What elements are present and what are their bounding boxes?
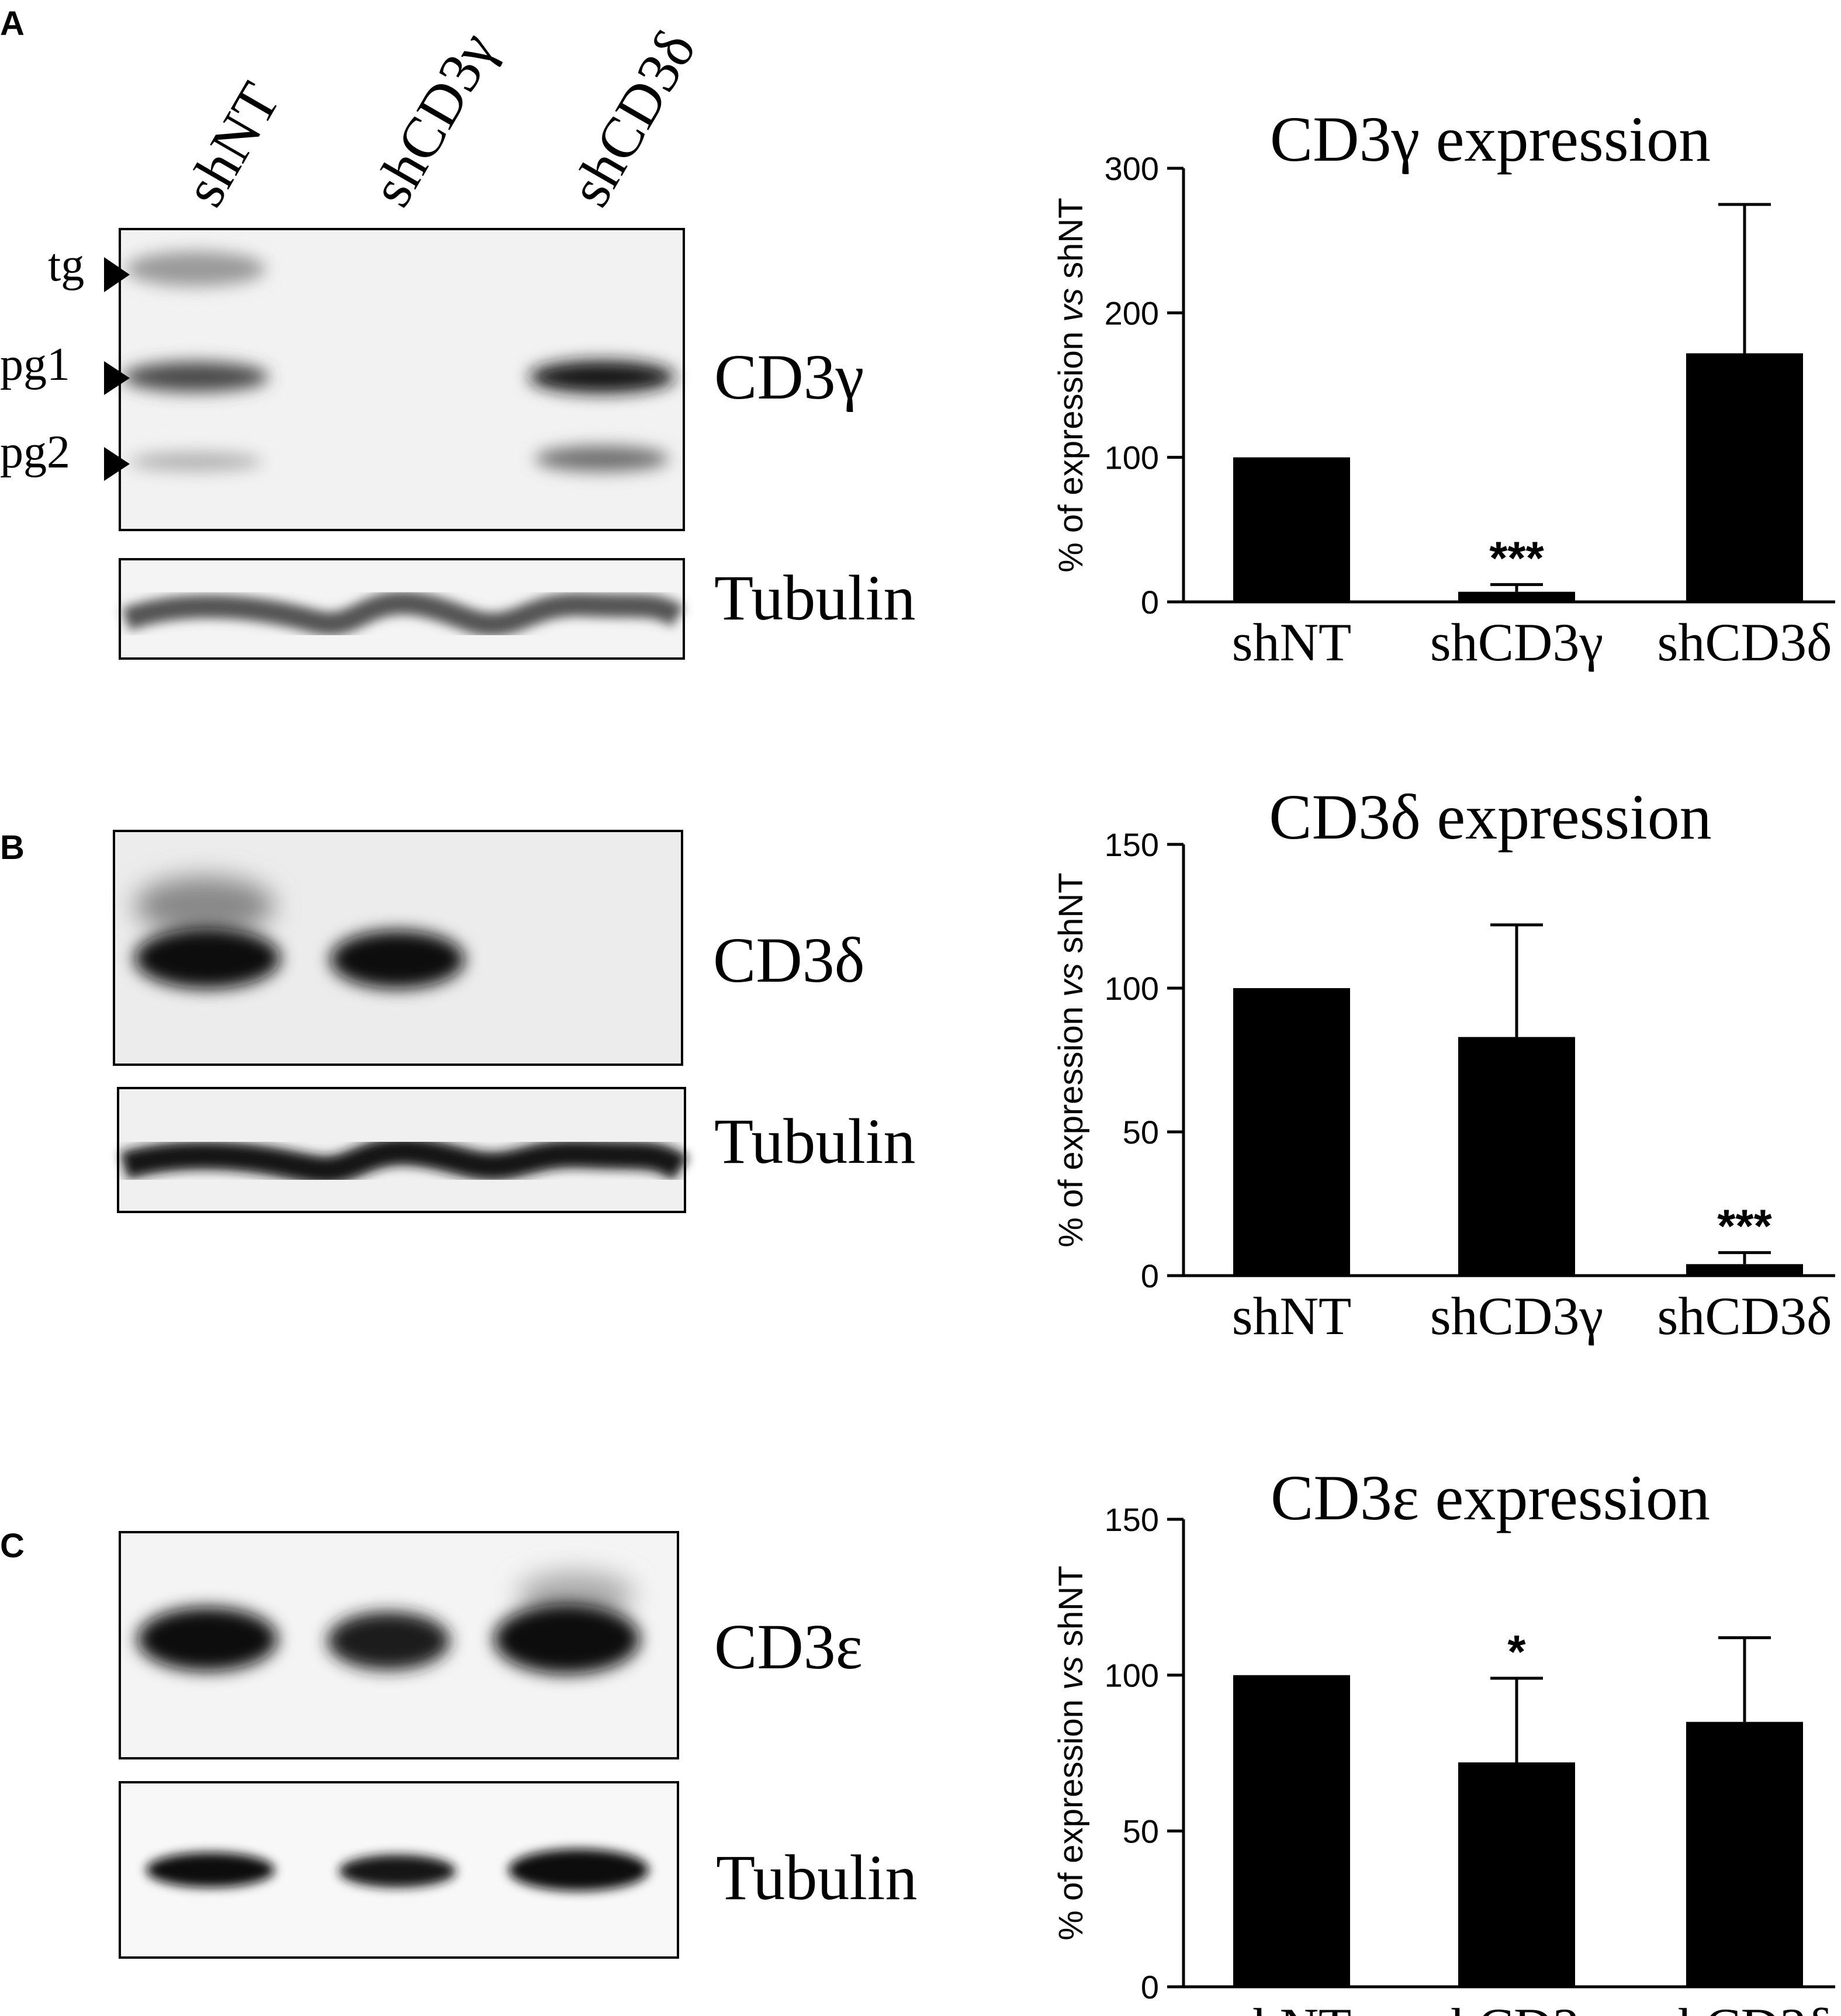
band-markers: tg pg1 pg2 [0,240,130,481]
arrow-marker-icon [104,257,130,292]
band-a-pg1-lane1 [123,362,269,392]
chart-1-significance-2: *** [1717,1200,1772,1252]
chart-0-category-label-2: shCD3δ [1657,612,1832,672]
chart-0-y-tick-label-1: 100 [1105,439,1159,476]
chart-2-category-label-0: shNT [1232,1997,1351,2016]
chart-1-category-label-1: shCD3γ [1430,1286,1603,1346]
chart-1-y-tick-label-2: 100 [1105,970,1159,1007]
blot-a-main [119,228,685,531]
chart-2-y-tick-label-2: 100 [1105,1657,1159,1694]
chart-2-y-tick-label-0: 0 [1141,1969,1159,2005]
band-a-pg1-lane3 [529,361,675,393]
chart-0-y-label: % of expression vs shNT [1052,198,1090,572]
bar-chart-cd3e: CD3ε expression 0 50 100 150 % of expression … [1052,1462,1835,2016]
blot-c-main [119,1531,679,1759]
blot-c-loading-label: Tubulin [716,1842,917,1913]
chart-0-y-tick-label-0: 0 [1141,584,1159,621]
band-c-lane2 [327,1612,450,1670]
band-c-lane3 [494,1604,640,1674]
chart-1-title: CD3δ expression [1269,781,1712,853]
chart-1-bar-1 [1458,1037,1575,1276]
band-marker-pg1: pg1 [0,339,70,390]
band-a-pg2-lane1 [129,452,263,471]
band-b-lane1 [134,928,281,989]
blot-c-loading [119,1781,679,1959]
chart-0-y-tick-label-2: 200 [1105,295,1159,331]
blot-a-loading [119,558,685,660]
chart-2-category-label-2: shCD3δ [1657,1997,1832,2016]
chart-2-y-tick-label-1: 50 [1123,1813,1159,1849]
chart-0-y-tick-label-3: 300 [1105,150,1159,187]
lane-label-shnt: shNT [171,72,292,217]
chart-2-significance-1: * [1507,1626,1526,1678]
chart-2-bar-1 [1458,1762,1575,1987]
chart-2-category-label-1: shCD3γ [1430,1997,1603,2016]
blot-a-loading-label: Tubulin [714,562,915,633]
chart-0-category-label-1: shCD3γ [1430,612,1603,672]
bar-chart-cd3g: CD3γ expression 0 100 200 300 % of expression… [1052,103,1835,672]
arrow-marker-icon [104,361,130,395]
lane-labels: shNT shCD3γ shCD3δ [171,20,708,217]
blot-b-loading [117,1087,689,1213]
chart-2-y-label: % of expression vs shNT [1052,1565,1090,1940]
bar-chart-cd3d: CD3δ expression 0 50 100 150 % of expression … [1052,781,1835,1346]
blot-c-main-label: CD3ε [714,1611,863,1682]
chart-1-y-tick-label-3: 150 [1105,826,1159,863]
band-a-pg2-lane3 [535,446,669,472]
blot-b-main-label: CD3δ [713,924,865,996]
chart-2-bar-2 [1686,1721,1803,1987]
chart-0-bar-1 [1458,591,1575,602]
panel-letter-b: B [0,829,25,867]
chart-0-bar-0 [1233,457,1350,602]
chart-1-y-label: % of expression vs shNT [1052,872,1090,1247]
chart-1-y-tick-label-1: 50 [1123,1114,1159,1151]
lane-label-shcd3g: shCD3γ [358,22,508,217]
chart-1-bar-2 [1686,1264,1803,1276]
chart-1-category-label-2: shCD3δ [1657,1286,1832,1346]
chart-0-category-label-0: shNT [1232,612,1351,672]
panel-letter-c: C [0,1527,25,1565]
chart-1-bar-0 [1233,988,1350,1276]
chart-2-y-tick-label-3: 150 [1105,1501,1159,1538]
band-marker-pg2: pg2 [0,427,70,478]
band-marker-tg: tg [48,240,84,291]
blot-b-main [113,830,683,1066]
chart-1-y-tick-label-0: 0 [1141,1258,1159,1294]
chart-2-title: CD3ε expression [1271,1462,1710,1533]
band-a-tg-lane1 [126,251,266,286]
chart-1-category-label-0: shNT [1232,1286,1351,1346]
band-c-lane1 [137,1607,278,1671]
panel-letter-a: A [0,5,25,43]
chart-2-bar-0 [1233,1675,1350,1987]
chart-0-bar-2 [1686,353,1803,602]
blot-a-main-label: CD3γ [714,341,864,413]
lane-label-shcd3d: shCD3δ [557,20,708,217]
chart-0-significance-1: *** [1489,532,1544,584]
blot-b-loading-label: Tubulin [714,1106,915,1177]
band-b-lane2 [330,930,465,989]
chart-0-title: CD3γ expression [1270,103,1711,175]
arrow-marker-icon [104,447,130,481]
